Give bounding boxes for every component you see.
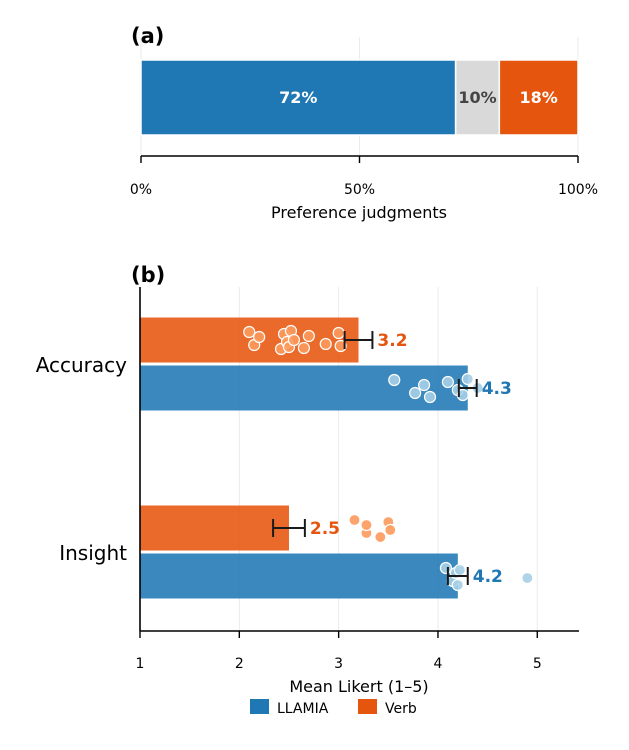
likert-point [348,513,361,527]
likert-points [243,324,534,592]
legend-label: Verb [385,701,417,717]
legend-label: LLAMIA [277,701,329,717]
likert-value-label: 3.2 [377,331,407,351]
legend-swatch [358,699,377,714]
likert-point [521,571,534,585]
likert-point [456,388,469,402]
likert-point [253,330,266,344]
preference-segment [140,59,457,136]
likert-point [461,372,474,386]
likert-point [409,386,422,400]
preference-x-tick-label: 0% [130,182,152,198]
likert-point [243,325,256,339]
preference-x-axis: 0% 50% 100% [130,155,598,198]
likert-point [441,375,454,389]
likert-value-label: 4.3 [482,379,512,399]
likert-point [423,390,437,404]
likert-category-label: Accuracy [36,353,127,377]
likert-point [439,561,453,575]
likert-point [334,339,347,353]
likert-point [297,341,310,355]
likert-value-labels: 3.2 4.3 2.5 4.2 [310,331,512,587]
preference-x-axis-label: Preference judgments [271,203,447,222]
likert-point [388,373,401,387]
preference-segment-label: 18% [520,88,558,107]
legend: LLAMIA Verb [250,699,417,717]
panel-a: (a) 72% 10% 18% 0% 50% 100% Preference judgm… [130,24,598,222]
likert-x-tick-label: 2 [235,656,244,672]
likert-axes: 1 2 3 4 5 [136,287,579,672]
preference-stacked-bar: 72% 10% 18% [140,59,579,136]
likert-bars [140,317,468,599]
likert-point [374,530,387,544]
likert-point [319,337,332,351]
preference-segment [454,59,501,136]
likert-category-label: Insight [59,541,127,565]
preference-segment [498,59,579,136]
likert-point [417,378,431,392]
preference-segment-label: 72% [279,88,317,107]
likert-point [302,329,315,343]
panel-a-label: (a) [131,24,164,48]
likert-x-tick-label: 5 [533,656,542,672]
likert-x-tick-label: 3 [334,656,343,672]
preference-x-tick-label: 100% [558,182,598,198]
likert-bar [140,553,458,599]
likert-point [384,523,397,537]
likert-error-bars [272,331,478,585]
likert-x-axis-label: Mean Likert (1–5) [289,677,428,696]
preference-x-tick-label: 50% [344,182,375,198]
preference-segment-label: 10% [458,88,496,107]
likert-point [332,326,345,340]
likert-x-tick-label: 4 [434,656,443,672]
likert-point [453,563,466,577]
legend-swatch [250,699,269,714]
likert-value-label: 2.5 [310,519,340,539]
likert-value-label: 4.2 [473,567,503,587]
likert-point [287,333,301,347]
panel-b-label: (b) [131,263,165,287]
likert-point [451,578,464,592]
panel-b: (b) 3.2 4.3 2.5 4.2 1 2 3 4 5 Accuracy Insight M… [36,263,579,717]
likert-bar [140,505,289,551]
likert-x-tick-label: 1 [136,656,145,672]
likert-category-labels: Accuracy Insight [36,353,127,565]
likert-point [360,518,373,532]
